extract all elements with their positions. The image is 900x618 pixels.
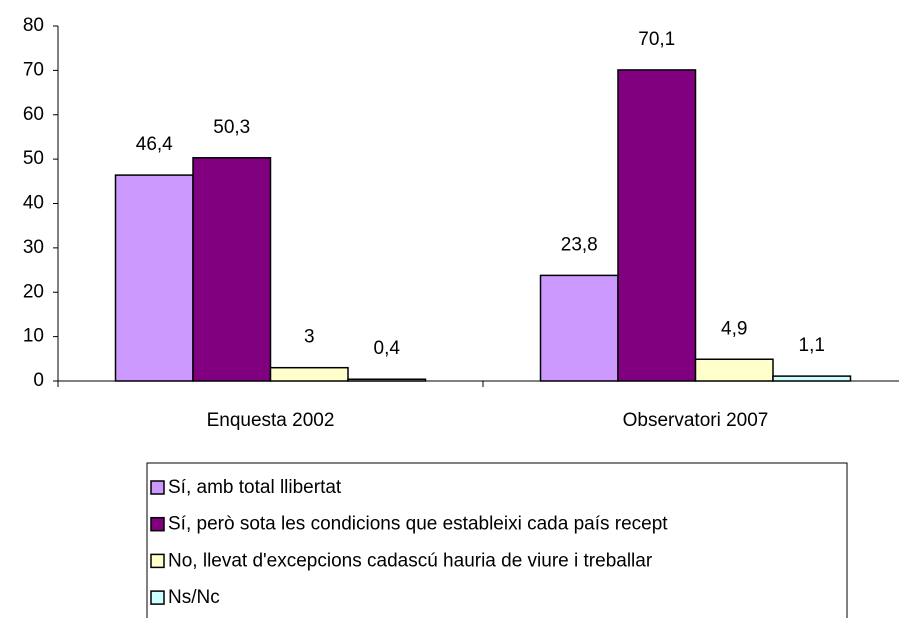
value-label: 1,1 bbox=[799, 335, 825, 356]
bar bbox=[192, 157, 272, 382]
legend-label: Sí, amb total llibertat bbox=[168, 477, 342, 498]
bar bbox=[617, 69, 697, 382]
value-label: 50,3 bbox=[213, 117, 250, 138]
y-tick-label: 10 bbox=[23, 326, 44, 347]
y-tick-label: 60 bbox=[23, 104, 44, 125]
legend-label: Ns/Nc bbox=[168, 587, 220, 608]
y-tick-label: 70 bbox=[23, 59, 44, 80]
value-label: 46,4 bbox=[136, 134, 173, 155]
legend-swatch bbox=[150, 480, 165, 495]
y-tick-label: 30 bbox=[23, 237, 44, 258]
y-tick-label: 40 bbox=[23, 193, 44, 214]
y-tick-label: 80 bbox=[23, 15, 44, 36]
value-label: 23,8 bbox=[561, 234, 598, 255]
x-tick-label: Observatori 2007 bbox=[623, 410, 769, 431]
bar bbox=[347, 378, 427, 382]
y-tick-label: 0 bbox=[33, 370, 44, 391]
bar bbox=[114, 174, 194, 382]
bar bbox=[269, 366, 349, 382]
y-tick-label: 20 bbox=[23, 281, 44, 302]
value-label: 70,1 bbox=[638, 29, 675, 50]
legend-swatch bbox=[150, 516, 165, 532]
bar bbox=[539, 274, 619, 382]
bar bbox=[694, 358, 774, 382]
legend-swatch bbox=[150, 553, 165, 569]
legend-box bbox=[146, 462, 848, 618]
legend-label: Sí, però sota les condicions que estable… bbox=[168, 514, 668, 535]
y-tick-label: 50 bbox=[23, 148, 44, 169]
legend-swatch bbox=[150, 590, 165, 605]
x-tick-label: Enquesta 2002 bbox=[207, 410, 335, 431]
value-label: 4,9 bbox=[721, 318, 747, 339]
bar bbox=[772, 375, 852, 382]
legend-label: No, llevat d'excepcions cadascú hauria d… bbox=[168, 550, 653, 571]
value-label: 3 bbox=[304, 327, 315, 348]
value-label: 0,4 bbox=[374, 338, 401, 359]
